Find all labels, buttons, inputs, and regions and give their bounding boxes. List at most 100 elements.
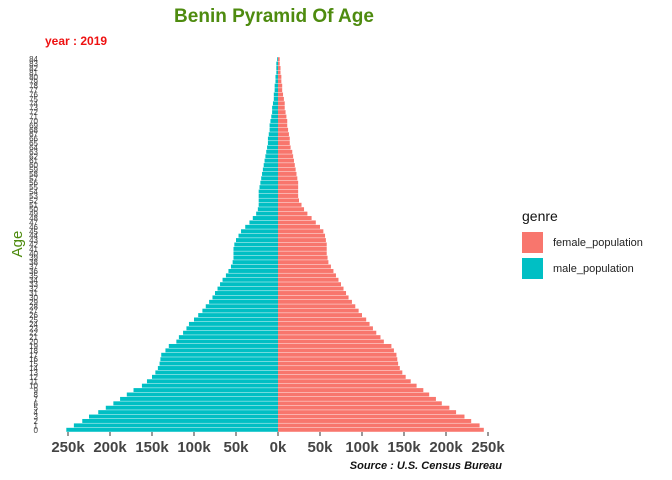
female-bar-age-30 [278, 295, 349, 300]
male-bar-age-18 [165, 348, 278, 353]
male-bar-age-77 [274, 88, 278, 93]
x-tick-label: 250k [471, 439, 505, 456]
female-bar-age-48 [278, 216, 312, 221]
female-bar-age-28 [278, 304, 356, 309]
male-bar-age-73 [272, 105, 278, 110]
y-tick-label-11: 11 [30, 377, 39, 386]
y-tick-label-80: 80 [29, 73, 38, 82]
y-tick-label-44: 44 [29, 232, 38, 241]
male-bar-age-63 [266, 149, 278, 154]
female-bar-age-44 [278, 233, 326, 238]
female-bar-age-79 [278, 79, 282, 84]
female-bar-age-74 [278, 101, 285, 106]
y-tick-label-60: 60 [29, 161, 38, 170]
y-tick-label-17: 17 [29, 351, 38, 360]
male-bar-age-72 [272, 110, 278, 115]
female-bar-age-1 [278, 423, 480, 428]
y-tick-label-30: 30 [29, 293, 38, 302]
male-bar-age-35 [225, 273, 278, 278]
y-tick-label-61: 61 [29, 157, 38, 166]
y-tick-label-12: 12 [29, 373, 38, 382]
legend-item-female: female_population [522, 230, 643, 255]
male-bar-age-15 [159, 361, 278, 366]
female-bar-age-53 [278, 193, 299, 198]
y-tick-label-67: 67 [29, 130, 38, 139]
legend-label-male: male_population [553, 262, 634, 275]
male-bar-age-8 [126, 392, 278, 397]
male-bar-age-81 [276, 70, 278, 75]
y-tick-label-76: 76 [29, 91, 38, 100]
y-tick-label-18: 18 [29, 346, 38, 355]
female-bar-age-22 [278, 330, 377, 335]
y-tick-label-55: 55 [29, 183, 38, 192]
female-bar-age-38 [278, 260, 329, 265]
y-tick-label-2: 2 [34, 417, 39, 426]
male-bar-age-49 [256, 211, 278, 216]
y-tick-label-33: 33 [29, 280, 38, 289]
female-bar-age-76 [278, 92, 284, 97]
female-bar-age-55 [278, 185, 299, 190]
female-bar-age-58 [278, 171, 297, 176]
y-tick-label-51: 51 [29, 201, 38, 210]
y-tick-label-10: 10 [29, 382, 38, 391]
y-tick-label-8: 8 [34, 391, 39, 400]
male-bar-age-46 [245, 224, 278, 229]
female-bar-age-59 [278, 167, 296, 172]
y-tick-label-45: 45 [29, 227, 38, 236]
y-tick-label-3: 3 [34, 413, 39, 422]
x-tick-label: 100k [345, 439, 379, 456]
x-tick-label: 200k [429, 439, 463, 456]
male-bar-age-58 [262, 171, 278, 176]
male-bar-age-54 [258, 189, 278, 194]
male-bar-age-11 [146, 379, 278, 384]
male-bar-age-48 [252, 216, 278, 221]
y-tick-label-37: 37 [29, 263, 38, 272]
female-bar-age-70 [278, 118, 288, 123]
y-tick-label-73: 73 [29, 104, 38, 113]
female-bar-age-42 [278, 242, 327, 247]
y-tick-label-7: 7 [34, 395, 39, 404]
y-tick-label-49: 49 [29, 210, 38, 219]
male-bar-age-40 [233, 251, 278, 256]
female-bar-age-19 [278, 343, 392, 348]
male-bar-age-2 [82, 418, 278, 423]
male-bar-age-13 [155, 370, 278, 375]
female-bar-age-34 [278, 277, 339, 282]
female-bar-age-57 [278, 176, 298, 181]
female-bar-age-47 [278, 220, 316, 225]
x-tick-label: 100k [177, 439, 211, 456]
y-tick-label-15: 15 [29, 360, 38, 369]
y-tick-label-25: 25 [29, 316, 38, 325]
y-tick-label-41: 41 [29, 245, 38, 254]
male-bar-age-53 [258, 193, 278, 198]
female-bar-age-21 [278, 335, 381, 340]
male-bar-age-44 [238, 233, 278, 238]
y-tick-label-42: 42 [29, 241, 38, 250]
female-bar-age-37 [278, 264, 331, 269]
y-tick-label-31: 31 [29, 289, 38, 298]
y-tick-label-84: 84 [29, 55, 38, 64]
y-tick-label-43: 43 [29, 236, 38, 245]
female-bar-age-62 [278, 154, 294, 159]
y-tick-label-79: 79 [29, 77, 38, 86]
y-tick-label-28: 28 [29, 302, 38, 311]
y-tick-label-6: 6 [34, 399, 39, 408]
y-tick-label-75: 75 [29, 95, 38, 104]
female-bar-age-75 [278, 96, 284, 101]
male-bar-age-33 [220, 282, 278, 287]
male-bar-age-1 [73, 423, 278, 428]
y-tick-label-63: 63 [29, 148, 38, 157]
female-bar-age-7 [278, 396, 436, 401]
chart-title: Benin Pyramid Of Age [174, 6, 374, 27]
y-tick-label-72: 72 [29, 108, 38, 117]
male-bar-age-22 [183, 330, 278, 335]
female-bar-age-14 [278, 366, 400, 371]
male-bar-age-9 [133, 388, 278, 393]
y-tick-label-22: 22 [29, 329, 38, 338]
chart-caption: Source : U.S. Census Bureau [349, 460, 502, 472]
male-bar-age-0 [66, 427, 278, 432]
female-bar-age-66 [278, 136, 290, 141]
male-bar-age-38 [232, 260, 278, 265]
male-bar-age-20 [176, 339, 278, 344]
